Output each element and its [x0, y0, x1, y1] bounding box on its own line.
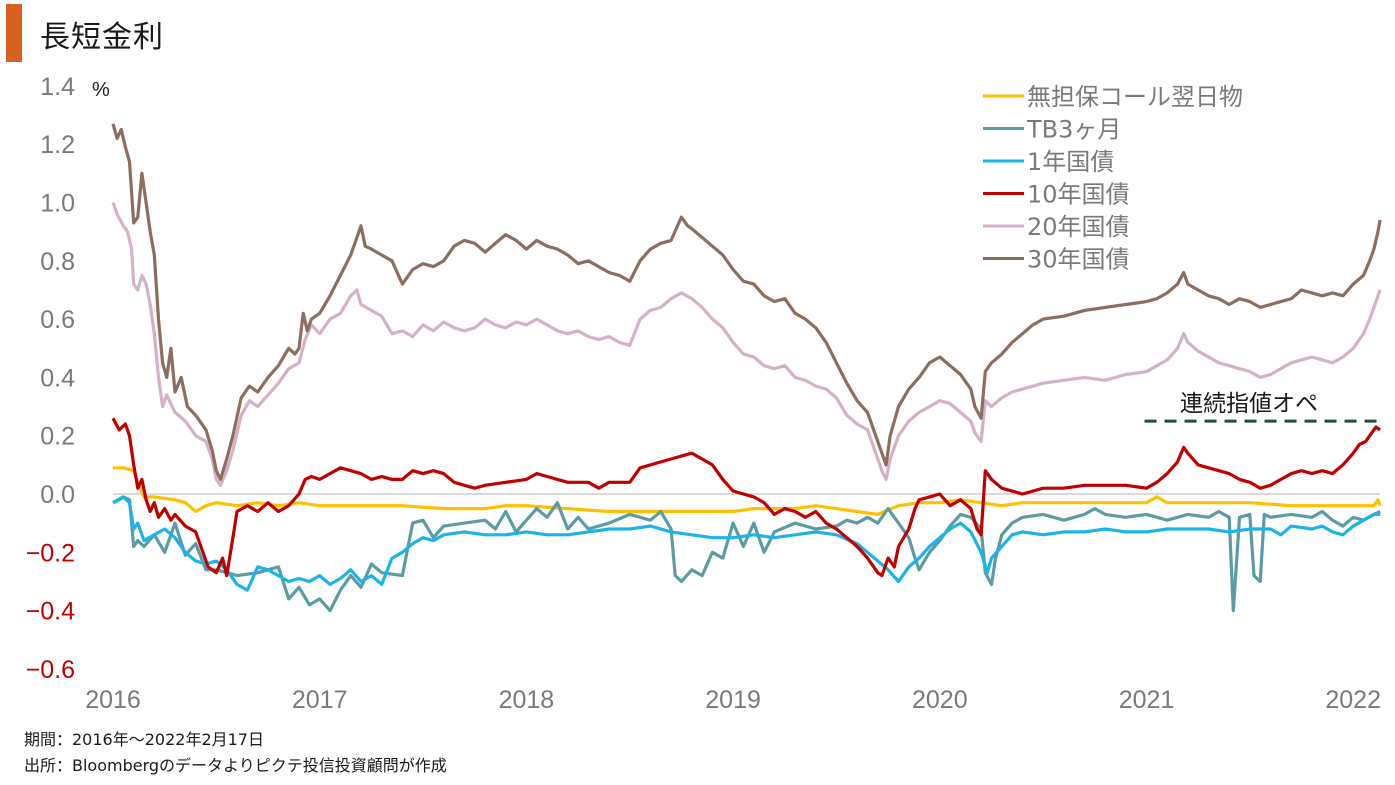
- footnote-source: 出所：Bloombergのデータよりピクテ投信投資顧問が作成: [24, 756, 447, 775]
- series-line-5: [111, 123, 1382, 481]
- x-tick-label: 2016: [85, 686, 141, 714]
- y-tick-label: 0.8: [40, 248, 75, 276]
- y-tick-label: 0.6: [40, 306, 75, 334]
- series-line-0: [113, 466, 1382, 516]
- y-tick-label: 1.4: [40, 73, 75, 101]
- y-tick-label: 1.0: [40, 190, 75, 218]
- series-line-1: [112, 495, 1381, 613]
- footnote-period: 期間：2016年～2022年2月17日: [24, 730, 264, 749]
- x-tick-label: 2022: [1325, 686, 1381, 714]
- y-axis-unit: %: [92, 79, 110, 101]
- legend-label: 30年国債: [1027, 246, 1130, 274]
- y-tick-label: −0.6: [26, 656, 75, 684]
- y-axis-ticks: 1.4 1.2 1.0 0.8 0.6 0.4 0.2 0.0 −0.2 −0.4 −0.6: [26, 73, 75, 684]
- x-axis-ticks: 2016 2017 2018 2019 2020 2021 2022: [85, 686, 1381, 714]
- y-tick-label: 0.2: [40, 423, 75, 451]
- y-tick-label: −0.4: [26, 598, 75, 626]
- annotation: 連続指値オペ: [1144, 391, 1381, 423]
- title-accent-bar: [6, 4, 22, 62]
- chart-title: 長短金利: [40, 20, 164, 55]
- legend: 無担保コール翌日物 TB3ヶ月 1年国債 10年国債 20年国債 30年国債: [983, 83, 1243, 274]
- series-lines: [111, 123, 1382, 613]
- legend-label: 無担保コール翌日物: [1027, 83, 1243, 111]
- legend-label: 20年国債: [1027, 213, 1130, 241]
- y-tick-label: 0.0: [40, 481, 75, 509]
- x-tick-label: 2020: [912, 686, 968, 714]
- legend-label: 10年国債: [1027, 181, 1130, 209]
- annotation-label: 連続指値オペ: [1180, 391, 1318, 417]
- y-tick-label: 0.4: [40, 364, 75, 392]
- x-tick-label: 2017: [292, 686, 348, 714]
- x-tick-label: 2019: [705, 686, 761, 714]
- series-line-2: [112, 495, 1381, 592]
- x-tick-label: 2018: [499, 686, 555, 714]
- y-tick-label: −0.2: [26, 539, 75, 567]
- series-line-3: [111, 417, 1382, 578]
- x-tick-label: 2021: [1119, 686, 1175, 714]
- legend-label: 1年国債: [1027, 148, 1114, 176]
- series-line-4: [111, 201, 1382, 487]
- legend-label: TB3ヶ月: [1026, 116, 1121, 144]
- y-tick-label: 1.2: [40, 131, 75, 159]
